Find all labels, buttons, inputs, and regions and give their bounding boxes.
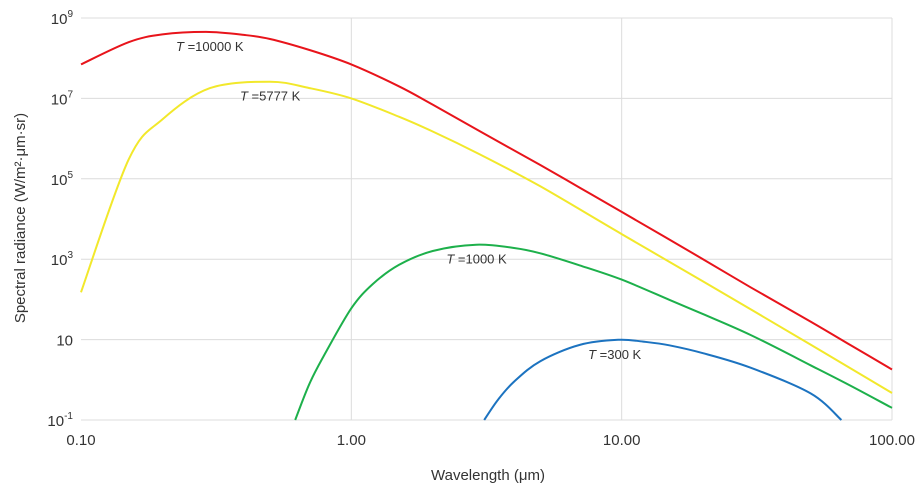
y-tick-label: 10-1 <box>47 411 73 430</box>
y-tick-label: 10 <box>56 333 73 350</box>
x-axis-title: Wavelength (μm) <box>431 467 545 484</box>
x-tick-label: 0.10 <box>66 432 95 449</box>
y-tick-label: 109 <box>51 9 74 28</box>
x-tick-label: 10.00 <box>603 432 641 449</box>
x-tick-label: 100.00 <box>869 432 915 449</box>
x-tick-label: 1.00 <box>337 432 366 449</box>
series-label: T =1000 K <box>446 252 507 267</box>
x-axis-ticks: 0.10 1.00 10.00 100.00 <box>66 432 915 449</box>
grid <box>81 17 893 421</box>
series-label: T =300 K <box>588 347 641 362</box>
series-label: T =5777 K <box>240 89 301 104</box>
y-axis-title: Spectral radiance (W/m²·μm·sr) <box>12 113 29 323</box>
y-tick-label: 105 <box>51 170 74 189</box>
series-line <box>80 30 893 371</box>
series-lines <box>80 30 893 421</box>
series-line <box>294 243 893 421</box>
y-axis-ticks: 109 107 105 103 10 10-1 <box>47 9 73 430</box>
y-tick-label: 103 <box>51 250 74 269</box>
series-line <box>483 338 843 421</box>
series-label: T =10000 K <box>176 39 244 54</box>
series-line <box>80 80 893 394</box>
series-labels: T =10000 K T =5777 K T =1000 K T =300 K <box>176 39 642 362</box>
y-tick-label: 107 <box>51 89 74 108</box>
